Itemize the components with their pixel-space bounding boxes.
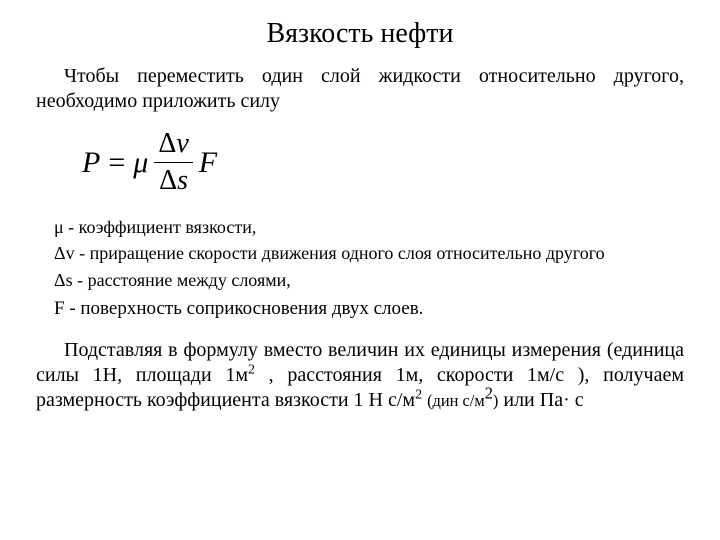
delta-symbol: Δ — [158, 128, 176, 159]
formula-mu: μ — [133, 146, 148, 180]
definitions-list: μ - коэффициент вязкости, Δv - приращени… — [54, 215, 684, 322]
def-ds: Δs - расстояние между слоями, — [54, 268, 684, 292]
sup-2-small: 2 — [485, 383, 493, 402]
def-f: F - поверхность соприкосновения двух сло… — [54, 296, 684, 322]
sup-2: 2 — [415, 387, 422, 402]
denominator-var: s — [177, 165, 188, 196]
equals-sign: = — [100, 146, 133, 180]
page-title: Вязкость нефти — [36, 18, 684, 50]
intro-paragraph: Чтобы переместить один слой жидкости отн… — [36, 64, 684, 114]
numerator-var: ν — [176, 128, 188, 159]
viscosity-formula: P = μ Δν Δs F — [82, 128, 684, 197]
p2-d-small: (дин с/м — [427, 391, 485, 410]
delta-symbol: Δ — [159, 165, 177, 196]
formula-block: P = μ Δν Δs F — [82, 128, 684, 197]
formula-tail: F — [199, 146, 217, 180]
sup-2: 2 — [248, 362, 255, 377]
def-dv: Δv - приращение скорости движения одного… — [54, 241, 684, 265]
fraction-bar — [154, 162, 192, 163]
dimension-paragraph: Подставляя в формулу вместо величин их е… — [36, 338, 684, 413]
fraction-numerator: Δν — [154, 128, 192, 160]
formula-lhs: P — [82, 146, 100, 180]
slide-page: Вязкость нефти Чтобы переместить один сл… — [0, 0, 720, 540]
formula-fraction: Δν Δs — [148, 128, 198, 197]
fraction-denominator: Δs — [155, 165, 192, 197]
p2-f: или Па· с — [498, 389, 583, 411]
def-mu: μ - коэффициент вязкости, — [54, 215, 684, 239]
